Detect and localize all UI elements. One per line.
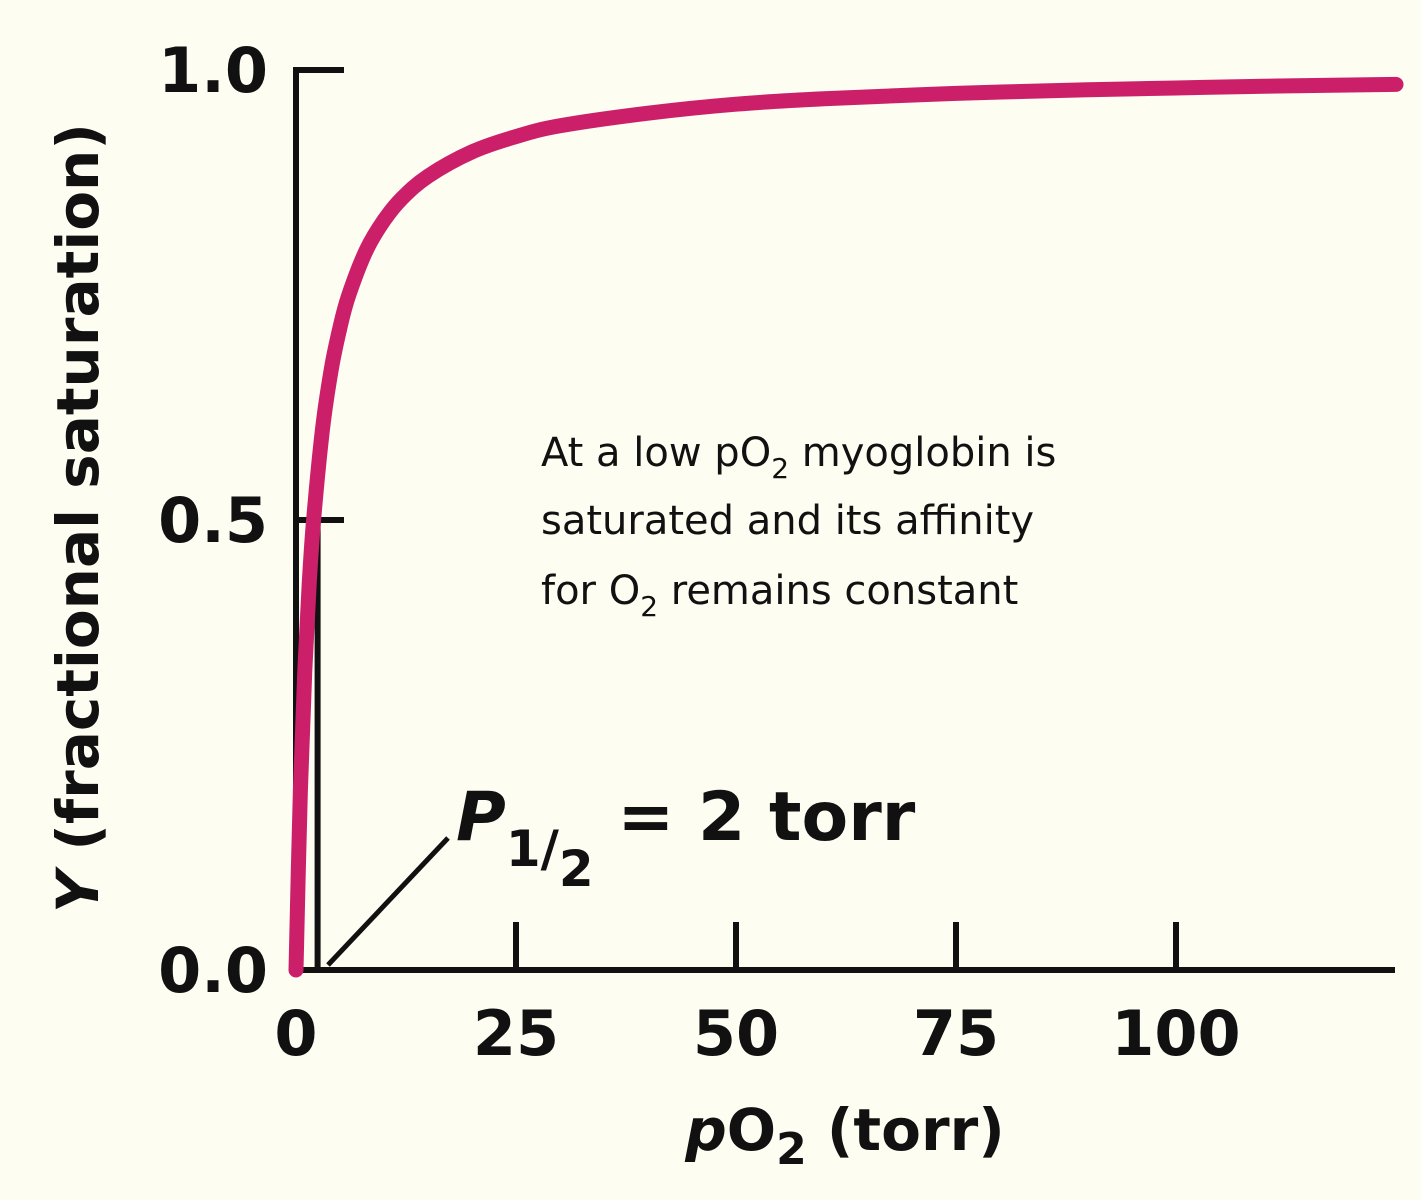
annotation-note: At a low pO2 myoglobin is saturated and … [541, 430, 1056, 623]
x-tick-label: 75 [913, 997, 999, 1070]
note-line-1: At a low pO2 myoglobin is [541, 430, 1056, 485]
p-half-leader-line [326, 836, 450, 967]
saturation-curve [288, 76, 1404, 978]
x-tick-label: 25 [473, 997, 559, 1070]
note-line-2: saturated and its affinity [541, 498, 1034, 544]
y-axis-title: Y (fractional saturation) [44, 123, 112, 913]
x-tick-label: 100 [1111, 997, 1240, 1070]
y-tick-label: 0.0 [158, 934, 268, 1007]
x-axis-title: pO2 (torr) [684, 1096, 1004, 1175]
p-half-label: P1/2 = 2 torr [456, 778, 916, 898]
y-tick-label: 1.0 [158, 34, 268, 107]
x-tick-label: 50 [693, 997, 779, 1070]
y-ticks: 0.0 0.5 1.0 [158, 34, 344, 1007]
x-tick-label: 0 [274, 997, 317, 1070]
x-ticks: 0 25 50 75 100 [274, 922, 1241, 1070]
note-line-3: for O2 remains constant [541, 568, 1018, 623]
y-tick-label: 0.5 [158, 484, 268, 557]
